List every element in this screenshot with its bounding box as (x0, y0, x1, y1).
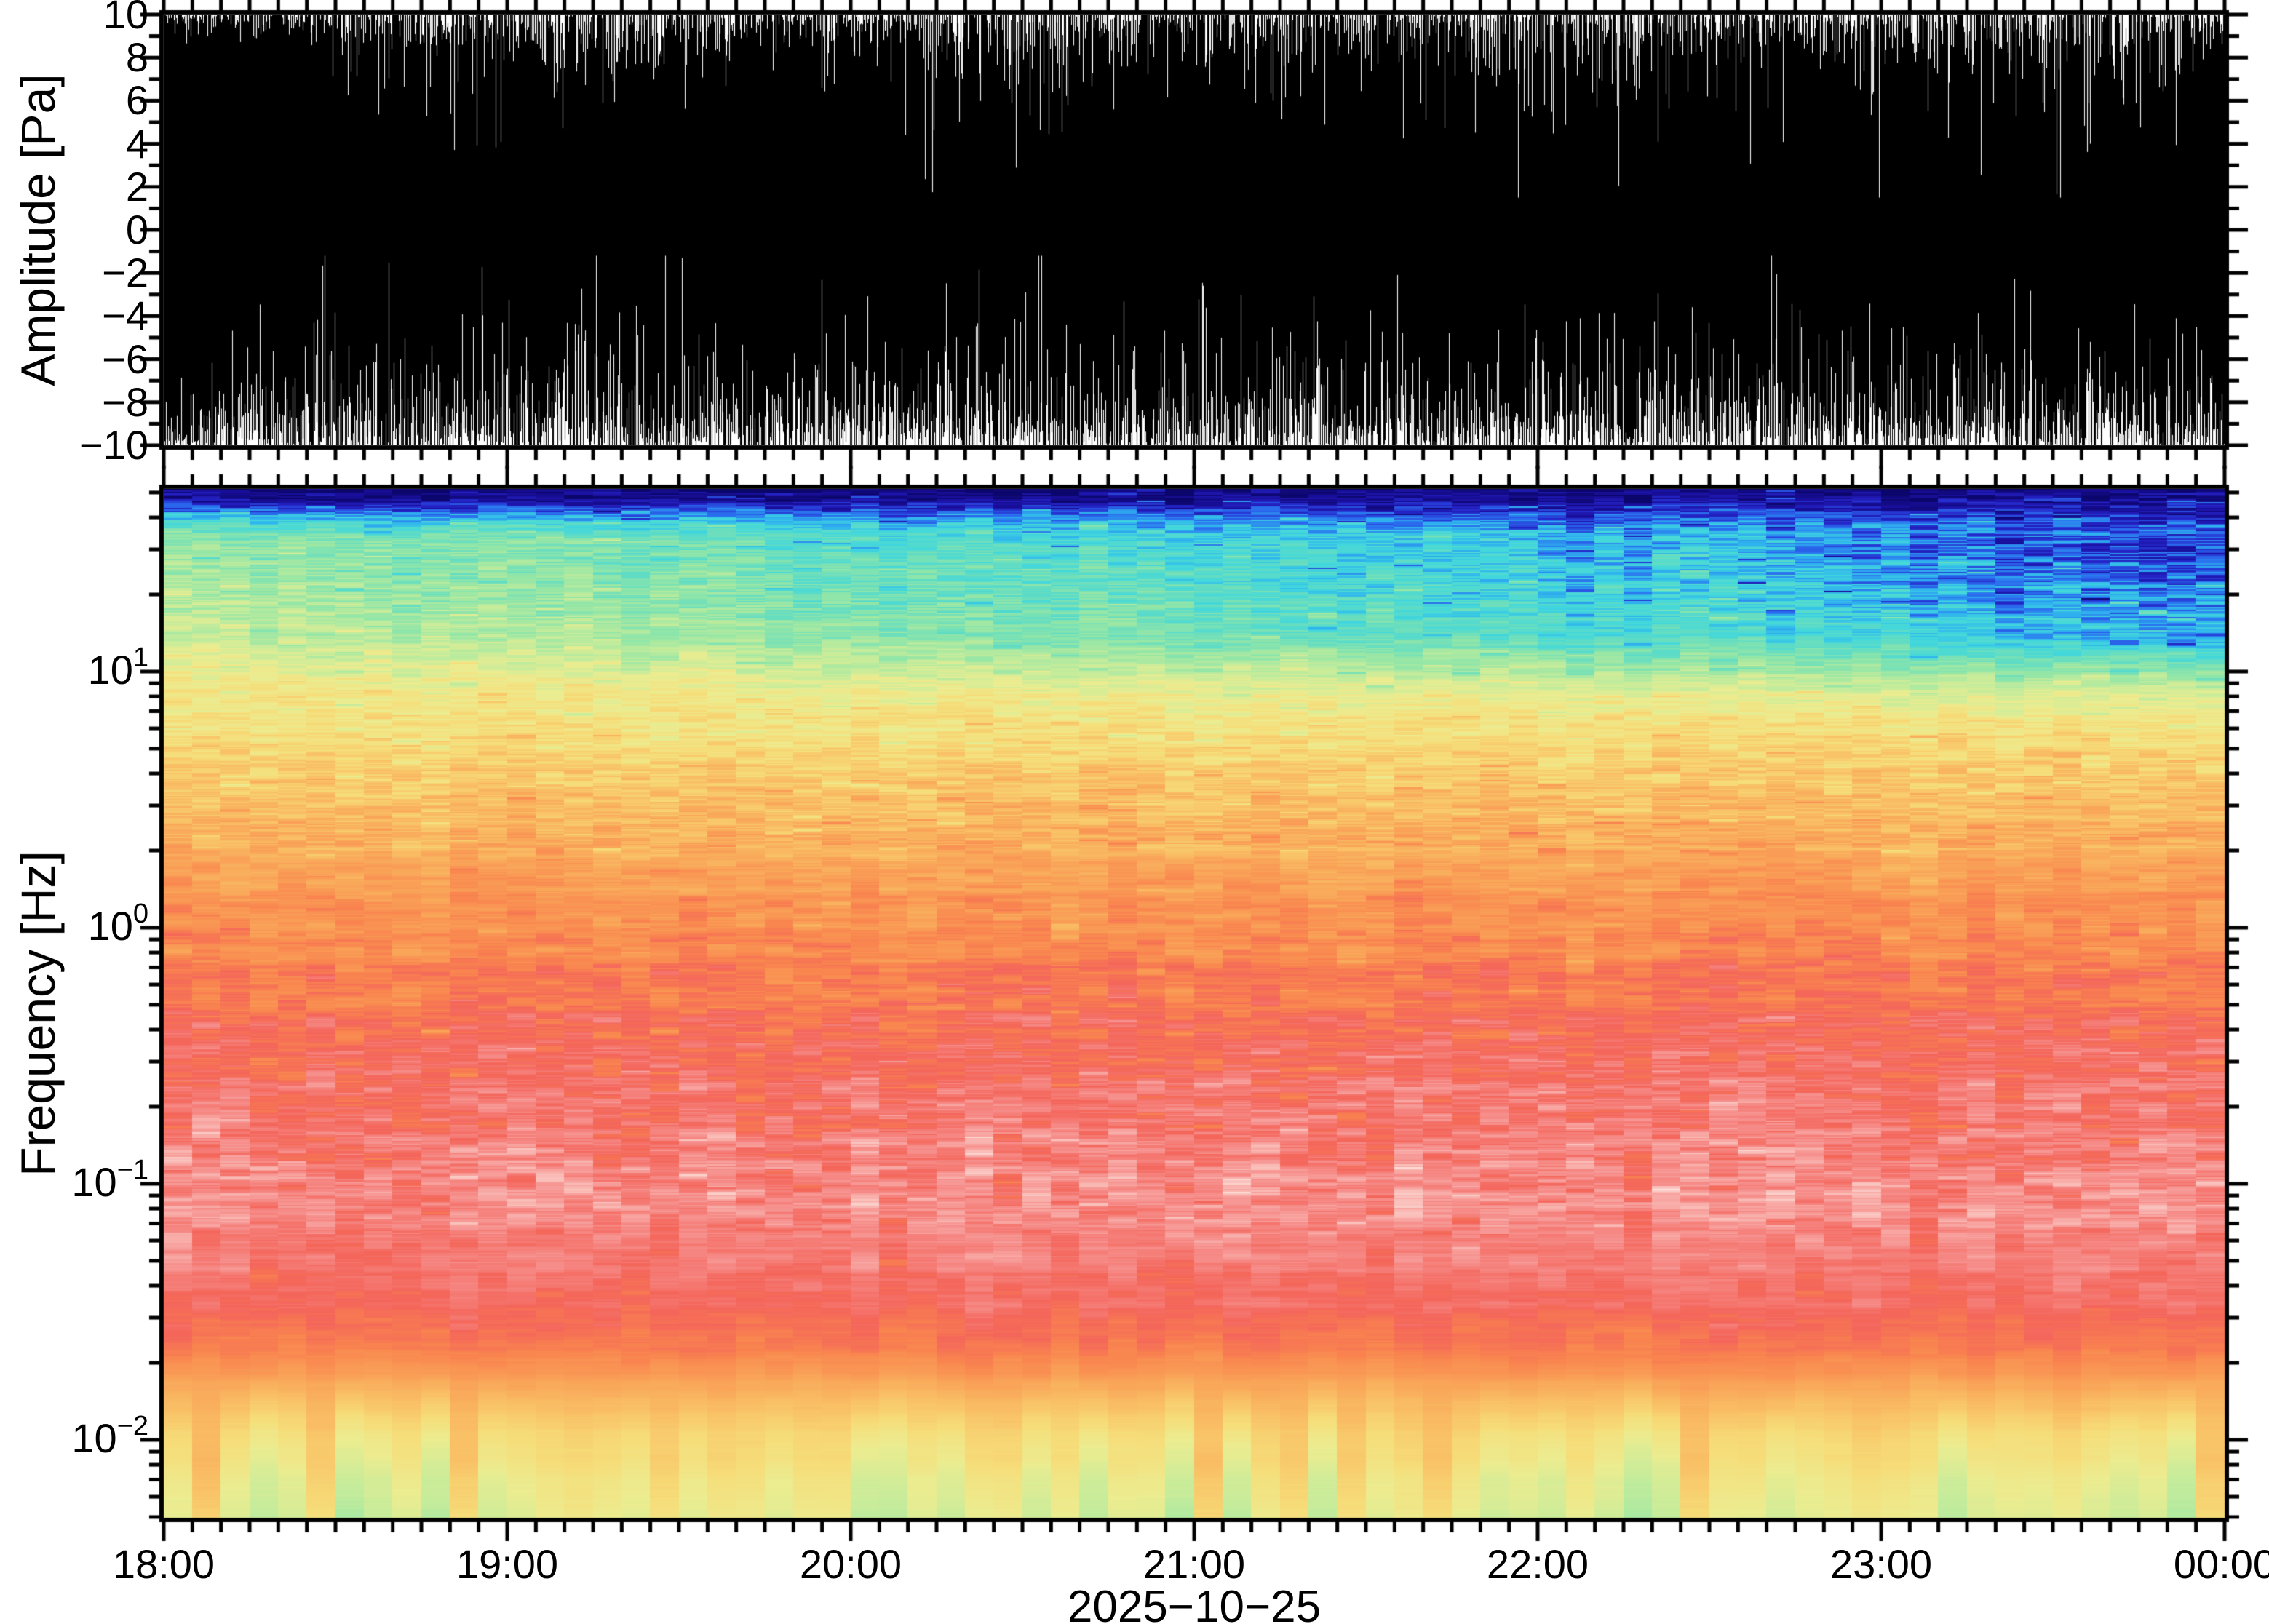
xtick-0000: 00:00 (2173, 1541, 2269, 1587)
wave-ytick-m2: −2 (102, 250, 148, 295)
wave-ytick-6: 6 (125, 77, 148, 123)
wave-ytick-m4: −4 (102, 292, 148, 338)
waveform-y-axis-title: Amplitude [Pa] (11, 73, 65, 386)
wave-ytick-8: 8 (125, 34, 148, 80)
xtick-2000: 20:00 (799, 1541, 902, 1587)
xtick-2200: 22:00 (1486, 1541, 1589, 1587)
spec-ytick-1e0: 100 (87, 899, 148, 949)
wave-ytick-0: 0 (125, 207, 148, 252)
wave-ytick-4: 4 (125, 121, 148, 167)
date-label: 2025−10−25 (1067, 1582, 1322, 1624)
wave-ytick-10: 10 (103, 0, 148, 37)
spec-ytick-1e-2: 10−2 (71, 1411, 148, 1461)
xtick-2300: 23:00 (1829, 1541, 1933, 1587)
wave-ytick-m8: −8 (102, 379, 148, 425)
spec-ytick-1e1: 101 (87, 642, 148, 693)
xtick-2100: 21:00 (1143, 1541, 1246, 1587)
wave-ytick-m6: −6 (102, 336, 148, 382)
xtick-1900: 19:00 (456, 1541, 559, 1587)
xtick-1800: 18:00 (112, 1541, 215, 1587)
wave-ytick-2: 2 (125, 164, 148, 210)
wave-ytick-m10: −10 (79, 422, 148, 468)
spec-ytick-1e-1: 10−1 (71, 1155, 148, 1205)
spectrogram-y-axis-title: Frequency [Hz] (11, 851, 65, 1177)
